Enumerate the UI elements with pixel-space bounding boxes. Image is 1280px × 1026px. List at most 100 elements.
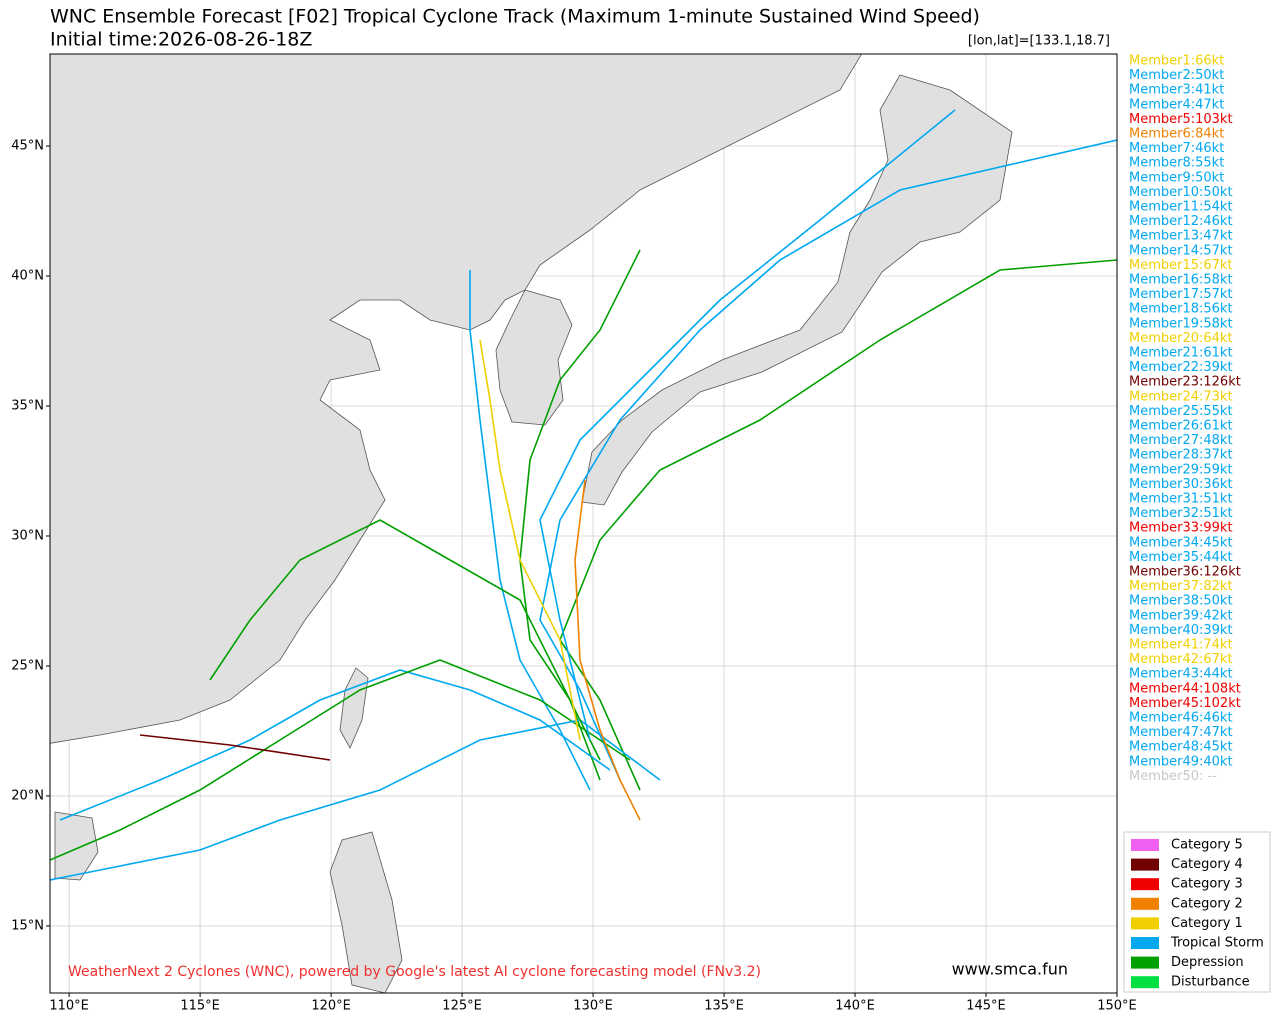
track bbox=[139, 734, 331, 761]
y-tick-label: 15°N bbox=[11, 918, 44, 933]
x-tick-label: 135°E bbox=[704, 999, 744, 1014]
legend-swatch bbox=[1131, 917, 1159, 930]
y-tick-label: 35°N bbox=[11, 398, 44, 413]
member-label: Member11:54kt bbox=[1129, 200, 1233, 215]
member-label: Member8:55kt bbox=[1129, 156, 1224, 171]
member-label: Member33:99kt bbox=[1129, 521, 1233, 536]
member-label: Member13:47kt bbox=[1129, 229, 1233, 244]
member-label: Member21:61kt bbox=[1129, 346, 1233, 361]
y-tick-label: 45°N bbox=[11, 139, 44, 154]
luzon bbox=[329, 831, 403, 993]
track bbox=[469, 270, 591, 791]
legend-swatch bbox=[1131, 976, 1159, 989]
x-tick-label: 150°E bbox=[1097, 999, 1137, 1014]
member-label: Member42:67kt bbox=[1129, 652, 1233, 667]
site: www.smca.fun bbox=[952, 960, 1068, 979]
member-label: Member48:45kt bbox=[1129, 740, 1233, 755]
legend-label: Disturbance bbox=[1171, 975, 1250, 990]
x-tick-label: 140°E bbox=[835, 999, 875, 1014]
member-label: Member23:126kt bbox=[1129, 375, 1241, 390]
legend-label: Category 2 bbox=[1171, 896, 1243, 911]
legend-swatch bbox=[1131, 956, 1159, 969]
track bbox=[59, 669, 611, 821]
legend-label: Category 4 bbox=[1171, 857, 1243, 872]
y-tick-label: 20°N bbox=[11, 788, 44, 803]
member-label: Member37:82kt bbox=[1129, 579, 1233, 594]
member-label: Member43:44kt bbox=[1129, 667, 1233, 682]
member-label: Member1:66kt bbox=[1129, 54, 1224, 69]
track bbox=[50, 719, 661, 881]
member-label: Member14:57kt bbox=[1129, 243, 1233, 258]
member-label: Member36:126kt bbox=[1129, 565, 1241, 580]
track bbox=[574, 479, 641, 821]
y-tick-label: 25°N bbox=[11, 658, 44, 673]
member-label: Member40:39kt bbox=[1129, 623, 1233, 638]
member-label: Member26:61kt bbox=[1129, 419, 1233, 434]
track bbox=[539, 139, 1117, 781]
member-label: Member5:103kt bbox=[1129, 112, 1233, 127]
member-label: Member2:50kt bbox=[1129, 68, 1224, 83]
member-label: Member44:108kt bbox=[1129, 681, 1241, 696]
member-label: Member34:45kt bbox=[1129, 535, 1233, 550]
title: WNC Ensemble Forecast [F02] Tropical Cyc… bbox=[50, 6, 980, 28]
track bbox=[519, 249, 641, 781]
legend-swatch bbox=[1131, 839, 1159, 851]
member-label: Member3:41kt bbox=[1129, 83, 1224, 98]
track bbox=[559, 259, 1117, 791]
member-label: Member41:74kt bbox=[1129, 638, 1233, 653]
member-label: Member28:37kt bbox=[1129, 448, 1233, 463]
member-label: Member35:44kt bbox=[1129, 550, 1233, 565]
legend-swatch bbox=[1131, 858, 1159, 871]
legend-label: Category 1 bbox=[1171, 916, 1243, 931]
track bbox=[50, 659, 631, 861]
member-label: Member24:73kt bbox=[1129, 389, 1233, 404]
member-label: Member45:102kt bbox=[1129, 696, 1241, 711]
member-label: Member31:51kt bbox=[1129, 492, 1233, 507]
legend-swatch bbox=[1131, 897, 1159, 910]
member-label: Member15:67kt bbox=[1129, 258, 1233, 273]
tracks bbox=[50, 109, 1117, 881]
map-frame bbox=[49, 53, 1118, 994]
member-label: Member47:47kt bbox=[1129, 725, 1233, 740]
y-tick-label: 30°N bbox=[11, 528, 44, 543]
japan bbox=[581, 74, 1013, 506]
x-tick-label: 125°E bbox=[442, 999, 482, 1014]
member-label: Member9:50kt bbox=[1129, 170, 1224, 185]
member-label: Member19:58kt bbox=[1129, 316, 1233, 331]
legend-swatch bbox=[1131, 878, 1159, 891]
member-label: Member46:46kt bbox=[1129, 711, 1233, 726]
member-label: Member10:50kt bbox=[1129, 185, 1233, 200]
credit: WeatherNext 2 Cyclones (WNC), powered by… bbox=[68, 964, 761, 980]
subtitle: Initial time:2026-08-26-18Z bbox=[50, 29, 312, 51]
legend-label: Depression bbox=[1171, 955, 1244, 970]
member-label: Member18:56kt bbox=[1129, 302, 1233, 317]
member-label: Member12:46kt bbox=[1129, 214, 1233, 229]
member-label: Member50: -- bbox=[1129, 769, 1217, 784]
member-label: Member39:42kt bbox=[1129, 608, 1233, 623]
member-label: Member32:51kt bbox=[1129, 506, 1233, 521]
member-label: Member49:40kt bbox=[1129, 754, 1233, 769]
member-label: Member25:55kt bbox=[1129, 404, 1233, 419]
track bbox=[479, 339, 581, 741]
hainan bbox=[54, 811, 99, 881]
x-tick-label: 130°E bbox=[573, 999, 613, 1014]
member-label: Member4:47kt bbox=[1129, 97, 1224, 112]
mainland bbox=[50, 54, 863, 744]
x-tick-label: 120°E bbox=[311, 999, 351, 1014]
member-label: Member20:64kt bbox=[1129, 331, 1233, 346]
legend-label: Category 5 bbox=[1171, 838, 1243, 853]
y-tick-label: 40°N bbox=[11, 269, 44, 284]
korea bbox=[495, 289, 573, 426]
track bbox=[209, 519, 601, 761]
legend-label: Category 3 bbox=[1171, 877, 1243, 892]
member-label: Member17:57kt bbox=[1129, 287, 1233, 302]
member-label: Member27:48kt bbox=[1129, 433, 1233, 448]
member-label: Member22:39kt bbox=[1129, 360, 1233, 375]
x-tick-label: 145°E bbox=[966, 999, 1006, 1014]
member-label: Member30:36kt bbox=[1129, 477, 1233, 492]
member-label: Member6:84kt bbox=[1129, 127, 1224, 142]
member-label: Member38:50kt bbox=[1129, 594, 1233, 609]
map-layers bbox=[50, 54, 1117, 993]
legend-swatch bbox=[1131, 937, 1159, 949]
